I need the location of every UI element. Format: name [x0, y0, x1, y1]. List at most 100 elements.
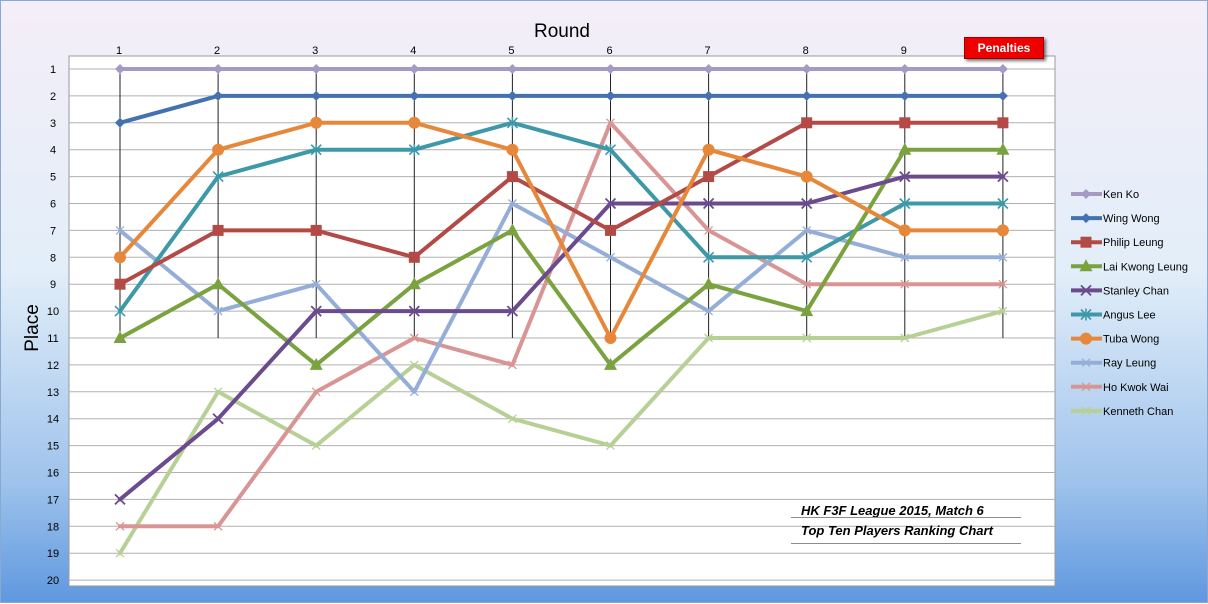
data-point	[212, 224, 224, 236]
data-point	[409, 64, 420, 74]
series-stanley-chan	[114, 170, 1009, 506]
legend-item: Ray Leung	[1071, 358, 1156, 370]
data-point	[115, 64, 125, 74]
y-tick-label: 2	[50, 91, 56, 103]
legend-label: Angus Lee	[1103, 310, 1156, 322]
legend-item: Tuba Wong	[1071, 332, 1159, 346]
data-point	[114, 251, 126, 264]
series-philip-leung	[114, 117, 1009, 290]
legend-item: Ho Kwok Wai	[1071, 382, 1169, 394]
legend-label: Stanley Chan	[1103, 285, 1169, 297]
data-point	[506, 143, 519, 156]
chart-caption-line1: HK F3F League 2015, Match 6	[801, 503, 984, 518]
y-tick-label: 19	[47, 548, 59, 560]
x-tick-label: 8	[803, 45, 809, 57]
data-point	[311, 441, 321, 451]
data-point	[1081, 382, 1091, 392]
x-tick-labels: 1 2 3 4 5 6 7 8 9	[116, 45, 907, 57]
y-tick-label: 1	[50, 64, 56, 76]
y-tick-label: 8	[50, 252, 56, 264]
x-tick-label: 9	[901, 45, 907, 57]
data-point	[310, 224, 322, 236]
data-point	[311, 90, 322, 101]
y-tick-label: 4	[50, 145, 56, 157]
data-point	[212, 413, 224, 425]
data-point	[409, 387, 419, 397]
series-kenneth-chan	[115, 306, 1008, 558]
data-point	[606, 252, 615, 262]
data-point	[213, 64, 224, 74]
data-point	[801, 197, 813, 210]
data-point	[114, 305, 126, 318]
data-point	[703, 64, 714, 74]
data-point	[1080, 308, 1092, 321]
penalties-badge: Penalties	[964, 37, 1044, 59]
x-tick-label: 4	[410, 45, 416, 57]
series-line	[118, 147, 1005, 367]
data-point	[311, 279, 321, 289]
legend-label: Philip Leung	[1103, 237, 1164, 249]
data-point	[409, 90, 420, 101]
y-tick-label: 14	[47, 414, 59, 426]
legend-label: Ray Leung	[1103, 358, 1156, 370]
series-lai-kwong-leung	[113, 142, 1010, 370]
data-point	[606, 118, 615, 128]
legend-label: Kenneth Chan	[1103, 406, 1173, 418]
data-point	[998, 306, 1008, 316]
data-point	[899, 170, 911, 183]
data-point	[507, 199, 517, 208]
legend-item: Kenneth Chan	[1071, 406, 1173, 418]
data-point	[997, 170, 1009, 183]
legend-label: Lai Kwong Leung	[1103, 261, 1188, 273]
data-point	[507, 64, 518, 74]
series-line	[118, 174, 1005, 502]
data-point	[115, 521, 125, 531]
data-point	[801, 64, 812, 74]
data-point	[900, 333, 910, 343]
caption-rule-2	[791, 543, 1021, 544]
data-point	[997, 117, 1009, 129]
data-point	[310, 305, 322, 317]
data-point	[114, 278, 126, 290]
data-point	[996, 142, 1010, 155]
data-point	[604, 197, 617, 210]
data-point	[899, 64, 910, 74]
legend: Ken Ko Wing Wong Philip Leung Lai Kwong Leu…	[1071, 189, 1188, 418]
data-point	[997, 90, 1008, 101]
y-tick-label: 11	[47, 333, 58, 345]
data-point	[115, 548, 125, 558]
y-tick-label: 17	[47, 494, 59, 506]
data-point	[605, 90, 616, 101]
data-point	[802, 225, 812, 235]
data-point	[900, 279, 910, 289]
data-point	[998, 279, 1008, 289]
data-point	[310, 116, 323, 129]
legend-label: Tuba Wong	[1103, 334, 1159, 346]
data-point	[115, 225, 125, 235]
data-point	[407, 277, 421, 290]
data-point	[1081, 213, 1091, 224]
y-tick-label: 16	[47, 468, 59, 480]
y-tick-label: 9	[50, 279, 56, 291]
series-ken-ko	[115, 64, 1008, 74]
data-point	[998, 252, 1008, 262]
series-line	[118, 309, 1005, 556]
data-point	[311, 64, 322, 74]
y-tick-label: 12	[47, 360, 59, 372]
data-point	[1080, 236, 1092, 248]
series-line	[118, 120, 1005, 340]
data-point	[1081, 189, 1091, 199]
data-point	[604, 143, 617, 156]
series-lines	[113, 64, 1010, 558]
y-tick-label: 6	[50, 199, 56, 211]
y-tick-label: 7	[50, 225, 56, 237]
data-point	[211, 277, 225, 290]
series-tuba-wong	[114, 116, 1009, 344]
x-tick-label: 1	[116, 45, 122, 57]
data-point	[604, 357, 617, 370]
data-point	[801, 251, 813, 264]
series-line	[118, 120, 1005, 287]
data-point	[408, 305, 420, 317]
